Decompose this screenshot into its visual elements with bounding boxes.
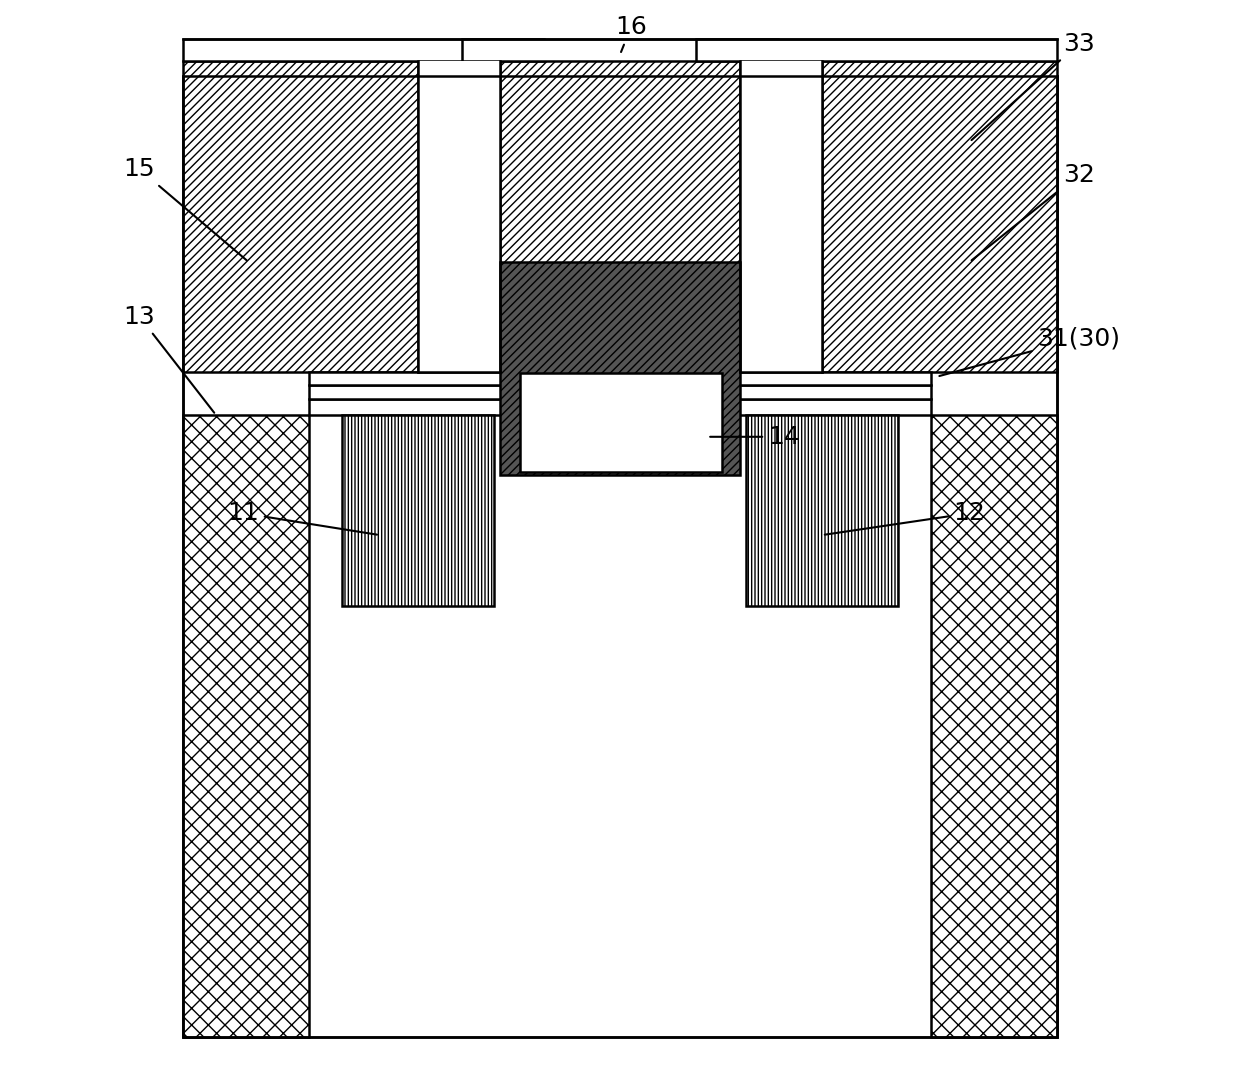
Bar bbox=[697, 39, 1056, 61]
Text: 15: 15 bbox=[124, 157, 247, 260]
Bar bbox=[184, 61, 418, 372]
Text: 31(30): 31(30) bbox=[940, 327, 1120, 376]
Bar bbox=[184, 76, 1056, 1037]
Text: 14: 14 bbox=[711, 425, 800, 449]
Text: 33: 33 bbox=[971, 32, 1095, 140]
Text: 11: 11 bbox=[227, 501, 377, 535]
Bar bbox=[461, 39, 779, 61]
Bar bbox=[745, 415, 899, 606]
Bar bbox=[309, 385, 931, 399]
Bar bbox=[184, 39, 543, 61]
Text: 16: 16 bbox=[615, 15, 647, 52]
Bar bbox=[500, 262, 740, 475]
Bar bbox=[184, 76, 1056, 1037]
Bar bbox=[520, 373, 722, 472]
Bar bbox=[931, 415, 1056, 1037]
Bar bbox=[740, 61, 822, 372]
Text: 13: 13 bbox=[124, 305, 215, 413]
Bar bbox=[341, 415, 495, 606]
Bar bbox=[418, 61, 500, 372]
Bar bbox=[500, 60, 740, 328]
Bar bbox=[184, 415, 309, 1037]
Bar bbox=[309, 372, 931, 385]
Text: 12: 12 bbox=[825, 501, 986, 535]
Bar bbox=[822, 61, 1056, 372]
Text: 32: 32 bbox=[972, 163, 1095, 260]
Bar bbox=[309, 399, 931, 415]
